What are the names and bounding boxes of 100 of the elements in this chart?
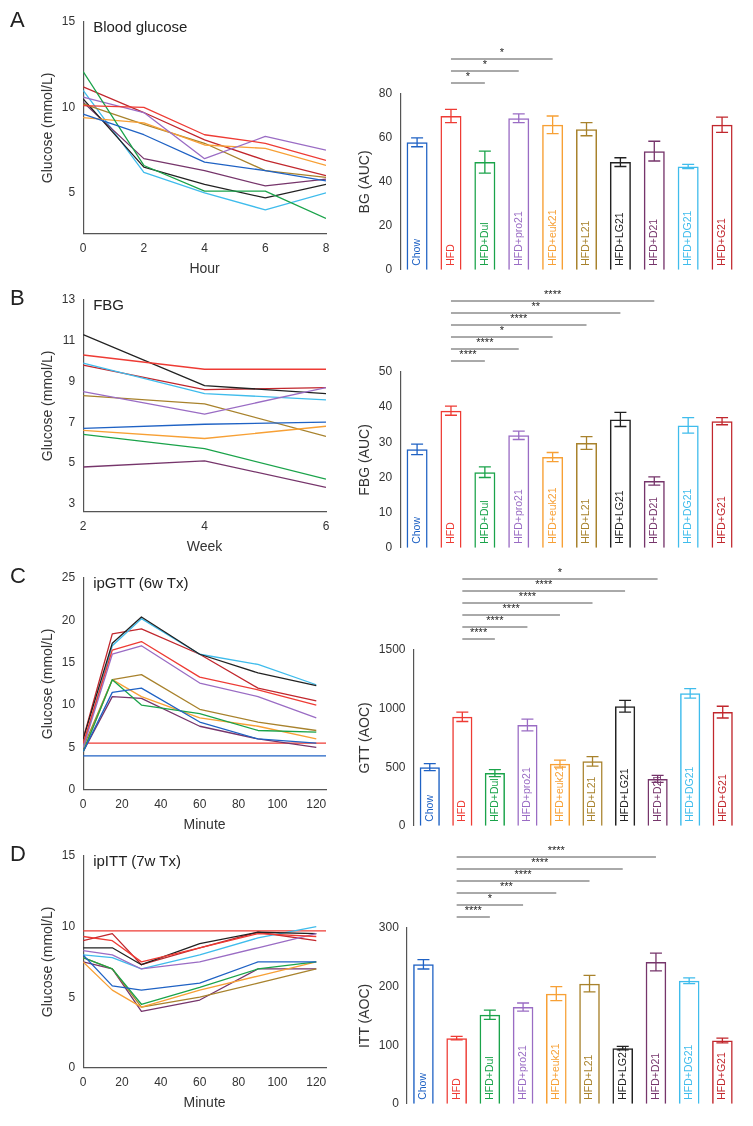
x-tick-label: HFD+Dul [477, 500, 490, 544]
x-tick-label: 2 [79, 519, 87, 534]
x-tick-label: 4 [201, 519, 209, 534]
y-tick-label: 300 [378, 920, 400, 935]
x-tick-label: 0 [79, 241, 87, 256]
y-axis-title: GTT (AOC) [356, 702, 373, 774]
x-tick-label: HFD+euk21 [545, 487, 558, 544]
x-tick-label: 6 [261, 241, 269, 256]
y-tick-label: 40 [378, 174, 393, 189]
y-tick-label: 10 [61, 918, 76, 933]
x-tick-label: HFD+G21 [714, 218, 727, 266]
x-tick-label: HFD+pro21 [511, 211, 524, 266]
y-tick-label: 5 [68, 455, 76, 470]
text: **** [514, 867, 533, 880]
y-tick-label: 10 [61, 99, 76, 114]
x-tick-label: HFD [443, 243, 456, 266]
y-tick-label: 5 [68, 185, 76, 200]
x-tick-label: HFD+pro21 [511, 489, 524, 544]
text: * [487, 891, 493, 904]
x-tick-label: 4 [201, 241, 209, 256]
text: *** [500, 879, 514, 892]
x-tick-label: HFD+euk21 [545, 209, 558, 266]
x-tick-label: Chow [422, 794, 435, 822]
text: * [499, 45, 505, 58]
x-tick-label: 60 [193, 1075, 207, 1090]
text: **** [502, 601, 521, 614]
chart-title: Blood glucose [93, 17, 188, 35]
x-tick-label: 60 [193, 797, 207, 812]
text: D [10, 841, 26, 867]
x-tick-label: Chow [416, 1072, 429, 1100]
text: * [557, 565, 563, 578]
text: **** [510, 311, 529, 324]
x-axis-title: Minute [183, 816, 226, 833]
y-tick-label: 25 [61, 570, 76, 585]
text: **** [470, 625, 488, 638]
text: **** [486, 613, 505, 626]
x-axis-title: Hour [189, 260, 221, 277]
x-tick-label: Chow [409, 516, 422, 544]
y-axis-title: Glucose (mmol/L) [39, 628, 56, 740]
x-tick-label: HFD+LG21 [613, 212, 626, 266]
y-axis-title: Glucose (mmol/L) [39, 350, 56, 462]
x-tick-label: HFD+LG21 [617, 768, 630, 822]
x-tick-label: HFD+L21 [582, 1054, 595, 1100]
x-tick-label: 40 [154, 1075, 168, 1090]
x-tick-label: Chow [409, 238, 422, 266]
y-tick-label: 500 [385, 759, 406, 774]
text: **** [518, 589, 537, 602]
x-tick-label: HFD+pro21 [515, 1045, 528, 1100]
y-tick-label: 0 [392, 1096, 400, 1111]
text: **** [544, 287, 562, 300]
y-tick-label: 13 [61, 292, 76, 307]
text: A [10, 7, 25, 33]
x-axis-title: Minute [183, 1094, 226, 1111]
y-axis-title: ITT (AOC) [356, 983, 373, 1049]
x-tick-label: HFD [443, 521, 456, 544]
x-tick-label: 120 [306, 1075, 327, 1090]
x-axis-title: Week [186, 538, 224, 555]
x-tick-label: 0 [79, 797, 87, 812]
x-tick-label: HFD+L21 [585, 776, 598, 822]
x-tick-label: HFD+Dul [482, 1056, 495, 1100]
y-tick-label: 5 [68, 739, 76, 754]
x-tick-label: HFD+LG21 [613, 490, 626, 544]
text: B [10, 285, 25, 311]
x-tick-label: HFD+DG21 [681, 210, 694, 266]
text: **** [531, 855, 549, 868]
y-tick-label: 15 [61, 848, 76, 863]
x-tick-label: 20 [115, 797, 129, 812]
chart-title: FBG [93, 295, 124, 313]
x-tick-label: HFD+pro21 [520, 767, 533, 822]
x-tick-label: HFD+D21 [648, 1052, 661, 1100]
x-tick-label: HFD+G21 [714, 496, 727, 544]
text: ** [531, 299, 541, 312]
y-tick-label: 15 [61, 14, 76, 29]
y-tick-label: 50 [378, 364, 393, 379]
y-tick-label: 0 [385, 262, 393, 277]
y-tick-label: 1500 [378, 642, 406, 657]
y-axis-title: Glucose (mmol/L) [39, 906, 56, 1018]
text: **** [476, 335, 495, 348]
y-tick-label: 20 [61, 612, 76, 627]
y-tick-label: 1000 [378, 700, 406, 715]
y-tick-label: 20 [378, 469, 393, 484]
x-tick-label: 100 [267, 1075, 288, 1090]
y-tick-label: 9 [68, 373, 76, 388]
x-tick-label: HFD+DG21 [682, 1044, 695, 1100]
x-tick-label: HFD+G21 [715, 774, 728, 822]
y-tick-label: 10 [378, 504, 393, 519]
x-tick-label: 40 [154, 797, 168, 812]
x-tick-label: HFD+euk21 [549, 1043, 562, 1100]
text: **** [459, 347, 478, 360]
y-tick-label: 80 [378, 86, 393, 101]
x-tick-label: 8 [322, 241, 330, 256]
y-tick-label: 40 [378, 399, 393, 414]
x-tick-label: HFD+L21 [579, 220, 592, 266]
x-tick-label: HFD+L21 [579, 498, 592, 544]
y-tick-label: 60 [378, 130, 393, 145]
y-tick-label: 15 [61, 655, 76, 670]
y-axis-title: BG (AUC) [356, 150, 373, 214]
y-tick-label: 0 [398, 818, 406, 833]
y-tick-label: 0 [385, 540, 393, 555]
text: **** [535, 577, 553, 590]
